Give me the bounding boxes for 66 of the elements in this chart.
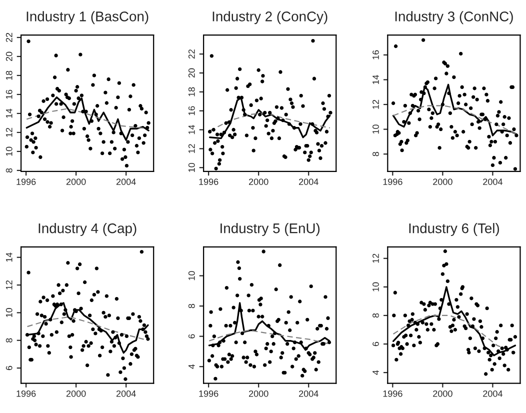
y-tick-label: 22 (6, 32, 12, 42)
x-tick-label: 2004 (116, 178, 136, 185)
y-tick-label: 4 (188, 364, 195, 369)
x-tick-label: 2004 (299, 178, 318, 185)
y-tick-label: 8 (188, 304, 195, 308)
chart-title: Industry 1 (BasCon) (26, 11, 148, 24)
line-series (26, 302, 149, 354)
y-tick-label: 22 (188, 49, 195, 59)
y-tick-label: 10 (188, 271, 195, 280)
line-series (392, 314, 516, 354)
line-series (392, 84, 518, 136)
chart-title: Industry 6 (Tel) (409, 223, 499, 236)
y-tick-label: 12 (6, 280, 12, 290)
y-tick-label: 16 (188, 106, 195, 116)
x-tick-label: 1996 (383, 178, 402, 185)
chart-title: Industry 4 (Cap) (38, 223, 136, 236)
y-tick-label: 12 (372, 100, 379, 109)
chart-title: Industry 3 (ConNC) (395, 11, 513, 24)
y-tick-label: 6 (6, 366, 12, 370)
x-tick-label: 2000 (66, 390, 86, 397)
y-tick-label: 8 (6, 168, 12, 173)
line-series (208, 330, 330, 344)
line-series (392, 286, 516, 356)
y-tick-label: 14 (372, 74, 379, 84)
x-tick-label: 2000 (248, 390, 268, 397)
x-tick-label: 2004 (483, 178, 502, 185)
y-tick-label: 4 (372, 370, 379, 375)
y-tick-label: 10 (372, 282, 379, 292)
x-tick-label: 2004 (116, 390, 136, 397)
y-tick-label: 12 (372, 254, 379, 263)
x-tick-label: 2000 (433, 390, 452, 397)
y-tick-label: 18 (6, 70, 12, 80)
x-tick-label: 2000 (433, 178, 452, 185)
y-tick-label: 10 (6, 308, 12, 318)
x-tick-label: 1996 (16, 390, 36, 397)
y-tick-label: 12 (188, 144, 195, 154)
line-series (208, 302, 330, 351)
y-tick-label: 14 (6, 108, 12, 118)
y-tick-label: 16 (6, 90, 12, 99)
line-series (26, 316, 149, 341)
x-tick-label: 2004 (483, 390, 502, 397)
x-tick-label: 2004 (299, 390, 318, 397)
y-tick-label: 18 (188, 87, 195, 96)
chart-title: Industry 2 (ConCy) (212, 11, 328, 24)
x-tick-label: 1996 (199, 178, 218, 185)
y-tick-label: 20 (6, 52, 12, 62)
x-tick-label: 2000 (66, 178, 86, 185)
x-tick-label: 1996 (199, 390, 218, 397)
x-tick-label: 1996 (16, 178, 36, 185)
y-tick-label: 6 (372, 342, 379, 346)
y-tick-label: 10 (6, 146, 12, 156)
x-tick-label: 2000 (248, 178, 268, 185)
y-tick-label: 20 (188, 68, 195, 78)
y-tick-label: 6 (188, 334, 195, 338)
y-tick-label: 8 (372, 152, 379, 156)
y-tick-label: 16 (372, 50, 379, 60)
y-tick-label: 8 (372, 313, 379, 318)
y-tick-label: 10 (372, 124, 379, 134)
y-tick-label: 14 (188, 124, 195, 134)
y-tick-label: 8 (6, 338, 12, 342)
y-tick-label: 10 (188, 162, 195, 172)
line-series (208, 96, 331, 140)
y-tick-label: 12 (6, 128, 12, 137)
y-tick-label: 14 (6, 252, 12, 262)
chart-title: Industry 5 (EnU) (220, 223, 320, 236)
x-tick-label: 1996 (383, 390, 402, 397)
